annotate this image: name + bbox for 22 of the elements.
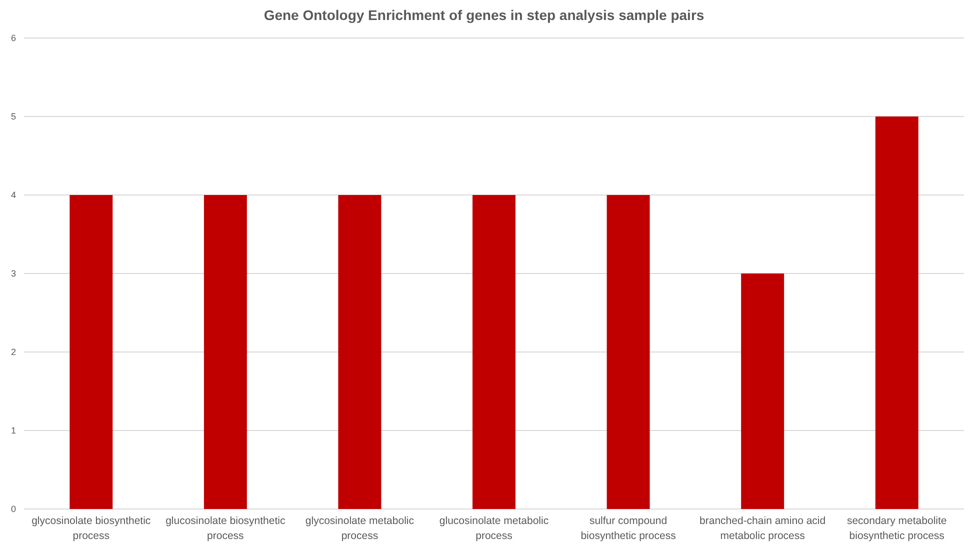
bar [606,195,650,509]
bar [204,195,247,509]
chart-title: Gene Ontology Enrichment of genes in step analysis sample pairs [264,7,704,23]
y-tick-label: 4 [10,190,16,200]
y-tick-label: 5 [10,111,16,122]
bar [70,195,113,509]
x-tick-label: secondary metabolite biosynthetic process [846,515,947,542]
bar [875,116,918,509]
x-tick-label: glycosinolate biosynthetic process [32,515,151,542]
x-tick-label: sulfur compound biosynthetic process [580,515,676,542]
y-tick-label: 1 [10,425,16,436]
x-tick-label: branched-chain amino acid metabolic process [700,515,826,542]
y-tick-label: 2 [10,346,16,357]
x-tick-label: glucosinolate biosynthetic process [166,515,286,542]
y-tick-label: 0 [10,504,16,514]
x-tick-label: glucosinolate metabolic process [439,515,549,542]
x-tick-label: glycosinolate metabolic process [305,515,414,542]
bar [472,195,516,509]
y-tick-label: 6 [10,32,16,43]
y-tick-label: 3 [10,268,16,278]
bar [338,195,382,509]
bar [741,274,784,509]
